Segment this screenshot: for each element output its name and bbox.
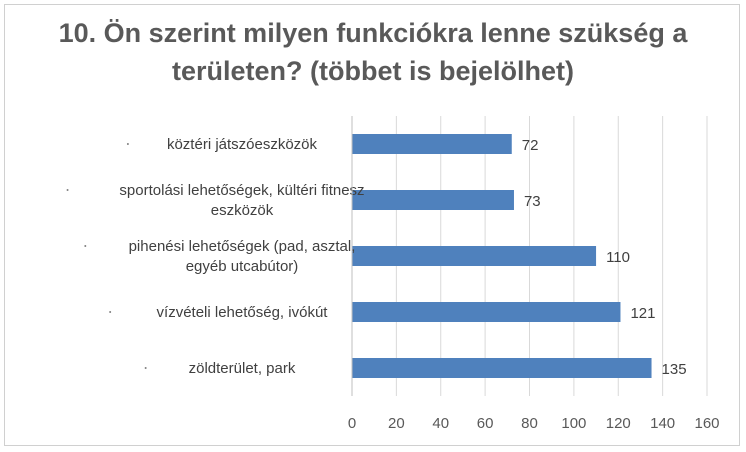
x-tick-label: 20 <box>388 415 405 432</box>
bullet-dot <box>66 189 69 191</box>
bar <box>352 302 621 322</box>
x-tick-label: 100 <box>561 415 586 432</box>
data-label: 135 <box>662 361 687 378</box>
x-tick-label: 120 <box>606 415 631 432</box>
x-tick-label: 160 <box>694 415 719 432</box>
data-label: 72 <box>522 137 539 154</box>
bullet-dot <box>126 143 129 145</box>
bullet-dot <box>144 367 147 369</box>
chart-title-line-1: 10. Ön szerint milyen funkciókra lenne s… <box>58 18 688 48</box>
category-label: zöldterület, park <box>189 360 296 377</box>
category-label: egyéb utcabútor) <box>186 258 299 275</box>
category-label: köztéri játszóeszközök <box>167 136 318 153</box>
x-tick-label: 80 <box>521 415 538 432</box>
bar <box>352 134 512 154</box>
chart-title-line-2: területen? (többet is bejelölhet) <box>171 56 575 86</box>
category-label: vízvételi lehetőség, ivókút <box>157 304 329 321</box>
bullet-dot <box>84 245 87 247</box>
bullet-dot <box>109 311 112 313</box>
data-label: 121 <box>630 305 655 322</box>
x-tick-label: 140 <box>650 415 675 432</box>
bar <box>352 358 652 378</box>
x-tick-label: 60 <box>477 415 494 432</box>
bar <box>352 246 597 266</box>
category-label: eszközök <box>211 202 274 219</box>
category-label: pihenési lehetőségek (pad, asztal, <box>129 238 356 255</box>
data-label: 73 <box>524 193 541 210</box>
x-tick-label: 0 <box>348 415 356 432</box>
data-label: 110 <box>606 249 630 266</box>
bar <box>352 190 514 210</box>
x-tick-label: 40 <box>432 415 449 432</box>
category-label: sportolási lehetőségek, kültéri fitnesz <box>119 182 364 199</box>
chart-title: 10. Ön szerint milyen funkciókra lenne s… <box>0 14 746 90</box>
